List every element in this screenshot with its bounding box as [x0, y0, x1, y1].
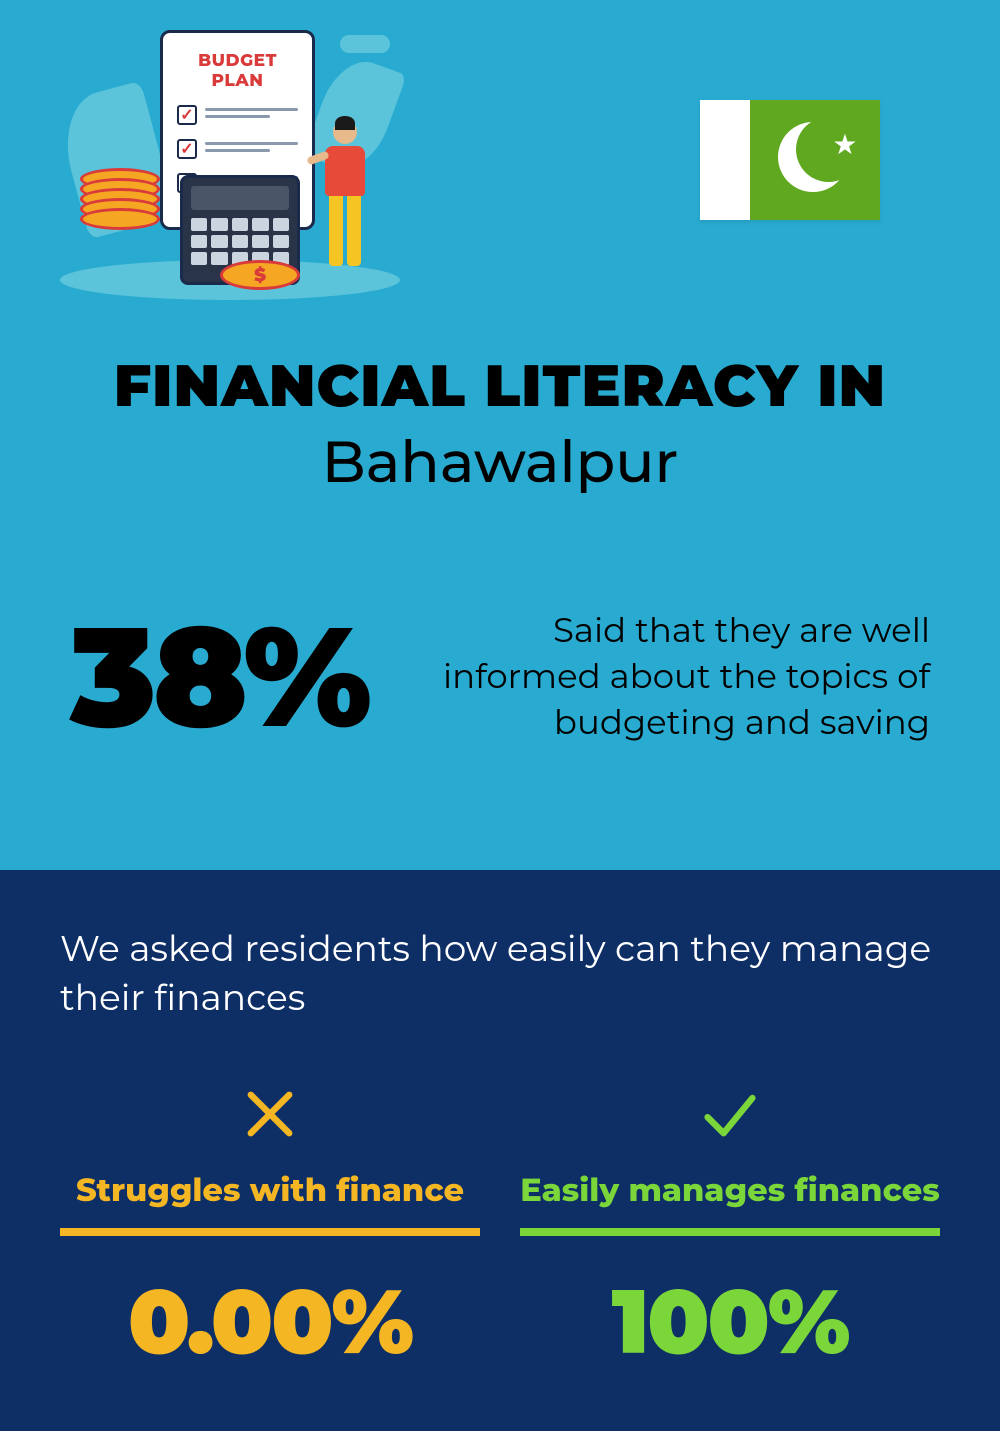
- budget-illustration: BUDGET PLAN ✓ ✓ ✓: [60, 30, 400, 310]
- manages-label: Easily manages finances: [520, 1171, 940, 1228]
- top-section: BUDGET PLAN ✓ ✓ ✓: [0, 0, 1000, 870]
- flag-white-stripe: [700, 100, 750, 220]
- main-stat: 38% Said that they are well informed abo…: [60, 607, 940, 747]
- flag-green-field: ★: [750, 100, 880, 220]
- bottom-section: We asked residents how easily can they m…: [0, 870, 1000, 1431]
- struggles-value: 0.00%: [60, 1266, 480, 1376]
- check-icon: [520, 1082, 940, 1156]
- divider: [520, 1228, 940, 1236]
- survey-question: We asked residents how easily can they m…: [60, 925, 940, 1022]
- struggles-label: Struggles with finance: [60, 1171, 480, 1228]
- coin-icon: $: [220, 260, 300, 290]
- header-row: BUDGET PLAN ✓ ✓ ✓: [60, 30, 940, 320]
- pakistan-flag-icon: ★: [700, 100, 880, 220]
- checklist-row: ✓: [177, 105, 298, 125]
- divider: [60, 1228, 480, 1236]
- coins-icon: [80, 180, 160, 230]
- person-icon: [315, 120, 375, 290]
- checklist-row: ✓: [177, 139, 298, 159]
- clipboard-title: BUDGET PLAN: [177, 51, 298, 91]
- title-block: FINANCIAL LITERACY IN Bahawalpur: [60, 350, 940, 497]
- title-line1: FINANCIAL LITERACY IN: [60, 350, 940, 421]
- manages-value: 100%: [520, 1266, 940, 1376]
- stat-percent: 38%: [70, 607, 369, 747]
- stat-description: Said that they are well informed about t…: [399, 608, 930, 746]
- cloud-icon: [340, 35, 390, 53]
- struggles-column: Struggles with finance 0.00%: [60, 1082, 480, 1376]
- results-row: Struggles with finance 0.00% Easily mana…: [60, 1082, 940, 1376]
- title-line2: Bahawalpur: [60, 426, 940, 497]
- manages-column: Easily manages finances 100%: [520, 1082, 940, 1376]
- infographic-page: BUDGET PLAN ✓ ✓ ✓: [0, 0, 1000, 1414]
- x-icon: [60, 1082, 480, 1156]
- star-icon: ★: [832, 128, 857, 162]
